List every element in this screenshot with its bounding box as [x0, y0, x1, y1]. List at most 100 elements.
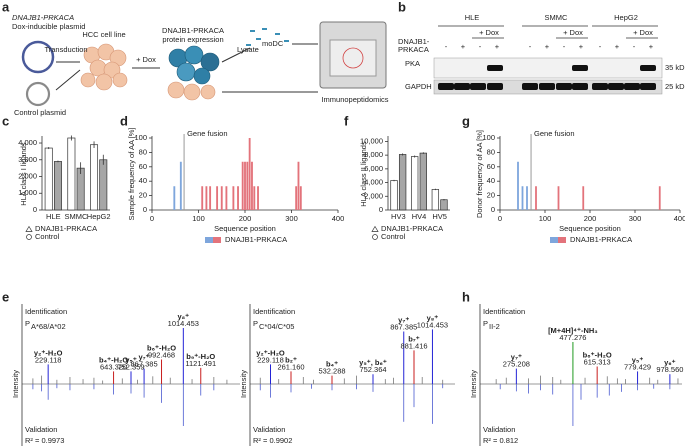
y-tick-label: 100	[134, 133, 147, 142]
panel-label: d	[120, 113, 128, 128]
y-tick-label: 1,000	[18, 188, 37, 197]
legend-label: Control	[381, 232, 406, 241]
mz-label: 229.118	[35, 355, 62, 364]
bar	[295, 186, 298, 210]
x-tick-label: 0	[150, 214, 154, 223]
lane-sign: -	[479, 42, 482, 51]
schematic-label: DNAJB1-PRKACA	[162, 26, 224, 35]
schematic-label: moDC	[262, 39, 284, 48]
validation-label: Validation	[483, 425, 515, 434]
y-axis-label: HLA class I ligands	[19, 142, 28, 206]
mz-label: 261.160	[277, 362, 304, 371]
row-label: DNAJB1-	[398, 37, 430, 46]
x-axis-label: Sequence position	[559, 224, 621, 233]
mz-label: 992.468	[148, 350, 175, 359]
ion-label: y₈⁺	[177, 312, 189, 321]
legend-marker	[25, 225, 33, 232]
mz-label: 978.560	[656, 365, 683, 374]
ion-label: b₉⁺-H₂O	[186, 352, 215, 361]
r-squared: R² = 0.9973	[25, 436, 64, 445]
allele: II-2	[489, 322, 500, 331]
legend-swatch	[213, 237, 221, 243]
band-label: GAPDH	[405, 82, 432, 91]
y-axis-label: Intensity	[239, 370, 248, 398]
x-tick-label: 300	[285, 214, 298, 223]
bar	[201, 186, 204, 210]
y-tick-label: 40	[139, 176, 147, 185]
x-tick-label: 300	[629, 214, 642, 223]
bar	[90, 144, 99, 211]
ion-label: y₅⁺	[632, 355, 644, 364]
peptide: P	[25, 319, 30, 328]
y-tick-label: 6,000	[364, 164, 383, 173]
r-squared: R² = 0.812	[483, 436, 518, 445]
arrow	[55, 61, 81, 91]
legend-label: Control	[35, 232, 60, 241]
schematic	[21, 21, 387, 107]
blot-strip	[433, 57, 663, 79]
allele: A*68/A*02	[31, 322, 66, 331]
schematic-label: DNAJB1-PRKACA	[12, 13, 74, 22]
bar	[557, 186, 560, 210]
bar	[658, 186, 661, 210]
mz-label: 752.359	[117, 362, 144, 371]
band-label: PKA	[405, 59, 420, 68]
schematic-label: Immunopeptidomics	[321, 95, 388, 104]
schematic-label: Control plasmid	[14, 108, 66, 117]
ion-label: b₄⁺	[326, 360, 338, 369]
lane-sign: -	[529, 42, 532, 51]
western-blot	[433, 57, 663, 95]
bands	[438, 65, 656, 90]
bar	[237, 186, 239, 210]
mz-label: 867.385	[131, 360, 158, 369]
ion-label: y₂⁺-H₂O	[34, 348, 63, 357]
y-tick-label: 0	[491, 205, 495, 214]
size-label: 35 kDa	[665, 63, 685, 72]
ion-label: b₇⁺	[408, 334, 420, 343]
arrow	[221, 47, 318, 93]
bar	[67, 137, 76, 211]
spectrum-title: Identification	[25, 307, 67, 316]
legend-label: DNAJB1-PRKACA	[570, 235, 632, 244]
x-tick-label: 100	[192, 214, 205, 223]
mz-label: 881.416	[400, 341, 427, 350]
panel-label: a	[2, 0, 10, 14]
schematic-label: Lysate	[237, 45, 259, 54]
ion-label: y₆⁺	[664, 358, 676, 367]
ion-label: y₇⁺	[139, 353, 150, 362]
bar	[517, 161, 519, 210]
instrument-detail	[342, 47, 364, 69]
bar	[241, 161, 244, 210]
bar	[246, 161, 249, 210]
ion-label: y₅⁺, b₆⁺	[359, 358, 387, 367]
ion-label: y₈⁺	[427, 313, 439, 322]
lane-sign: -	[633, 42, 636, 51]
legend-swatch	[558, 237, 566, 243]
bar	[398, 154, 407, 211]
cell-line: HepG2	[614, 13, 638, 22]
y-tick-label: 10,000	[360, 136, 383, 145]
y-tick-label: 60	[487, 162, 495, 171]
x-tick-label: HV4	[412, 212, 427, 221]
panel-label: e	[2, 289, 9, 304]
legend-marker	[26, 234, 32, 240]
ion-label: y₅⁺	[125, 355, 137, 364]
mz-label: 532.288	[318, 367, 345, 376]
legend-swatch	[205, 237, 213, 243]
dox-label: + Dox	[479, 28, 499, 37]
y-tick-label: 3,000	[18, 155, 37, 164]
bar	[76, 167, 85, 211]
bar	[220, 186, 223, 210]
ion-label: y₇⁺	[398, 315, 409, 324]
schematic-label: protein expression	[162, 35, 223, 44]
y-tick-label: 4,000	[364, 178, 383, 187]
lane-sign: -	[599, 42, 602, 51]
y-tick-label: 20	[487, 191, 495, 200]
ion-label: b₆⁺-H₂O	[147, 343, 176, 352]
bar	[521, 186, 524, 210]
y-tick-label: 80	[487, 147, 495, 156]
x-tick-label: 400	[332, 214, 345, 223]
bar	[582, 186, 585, 210]
bar	[205, 186, 208, 210]
x-tick-label: HepG2	[87, 212, 111, 221]
